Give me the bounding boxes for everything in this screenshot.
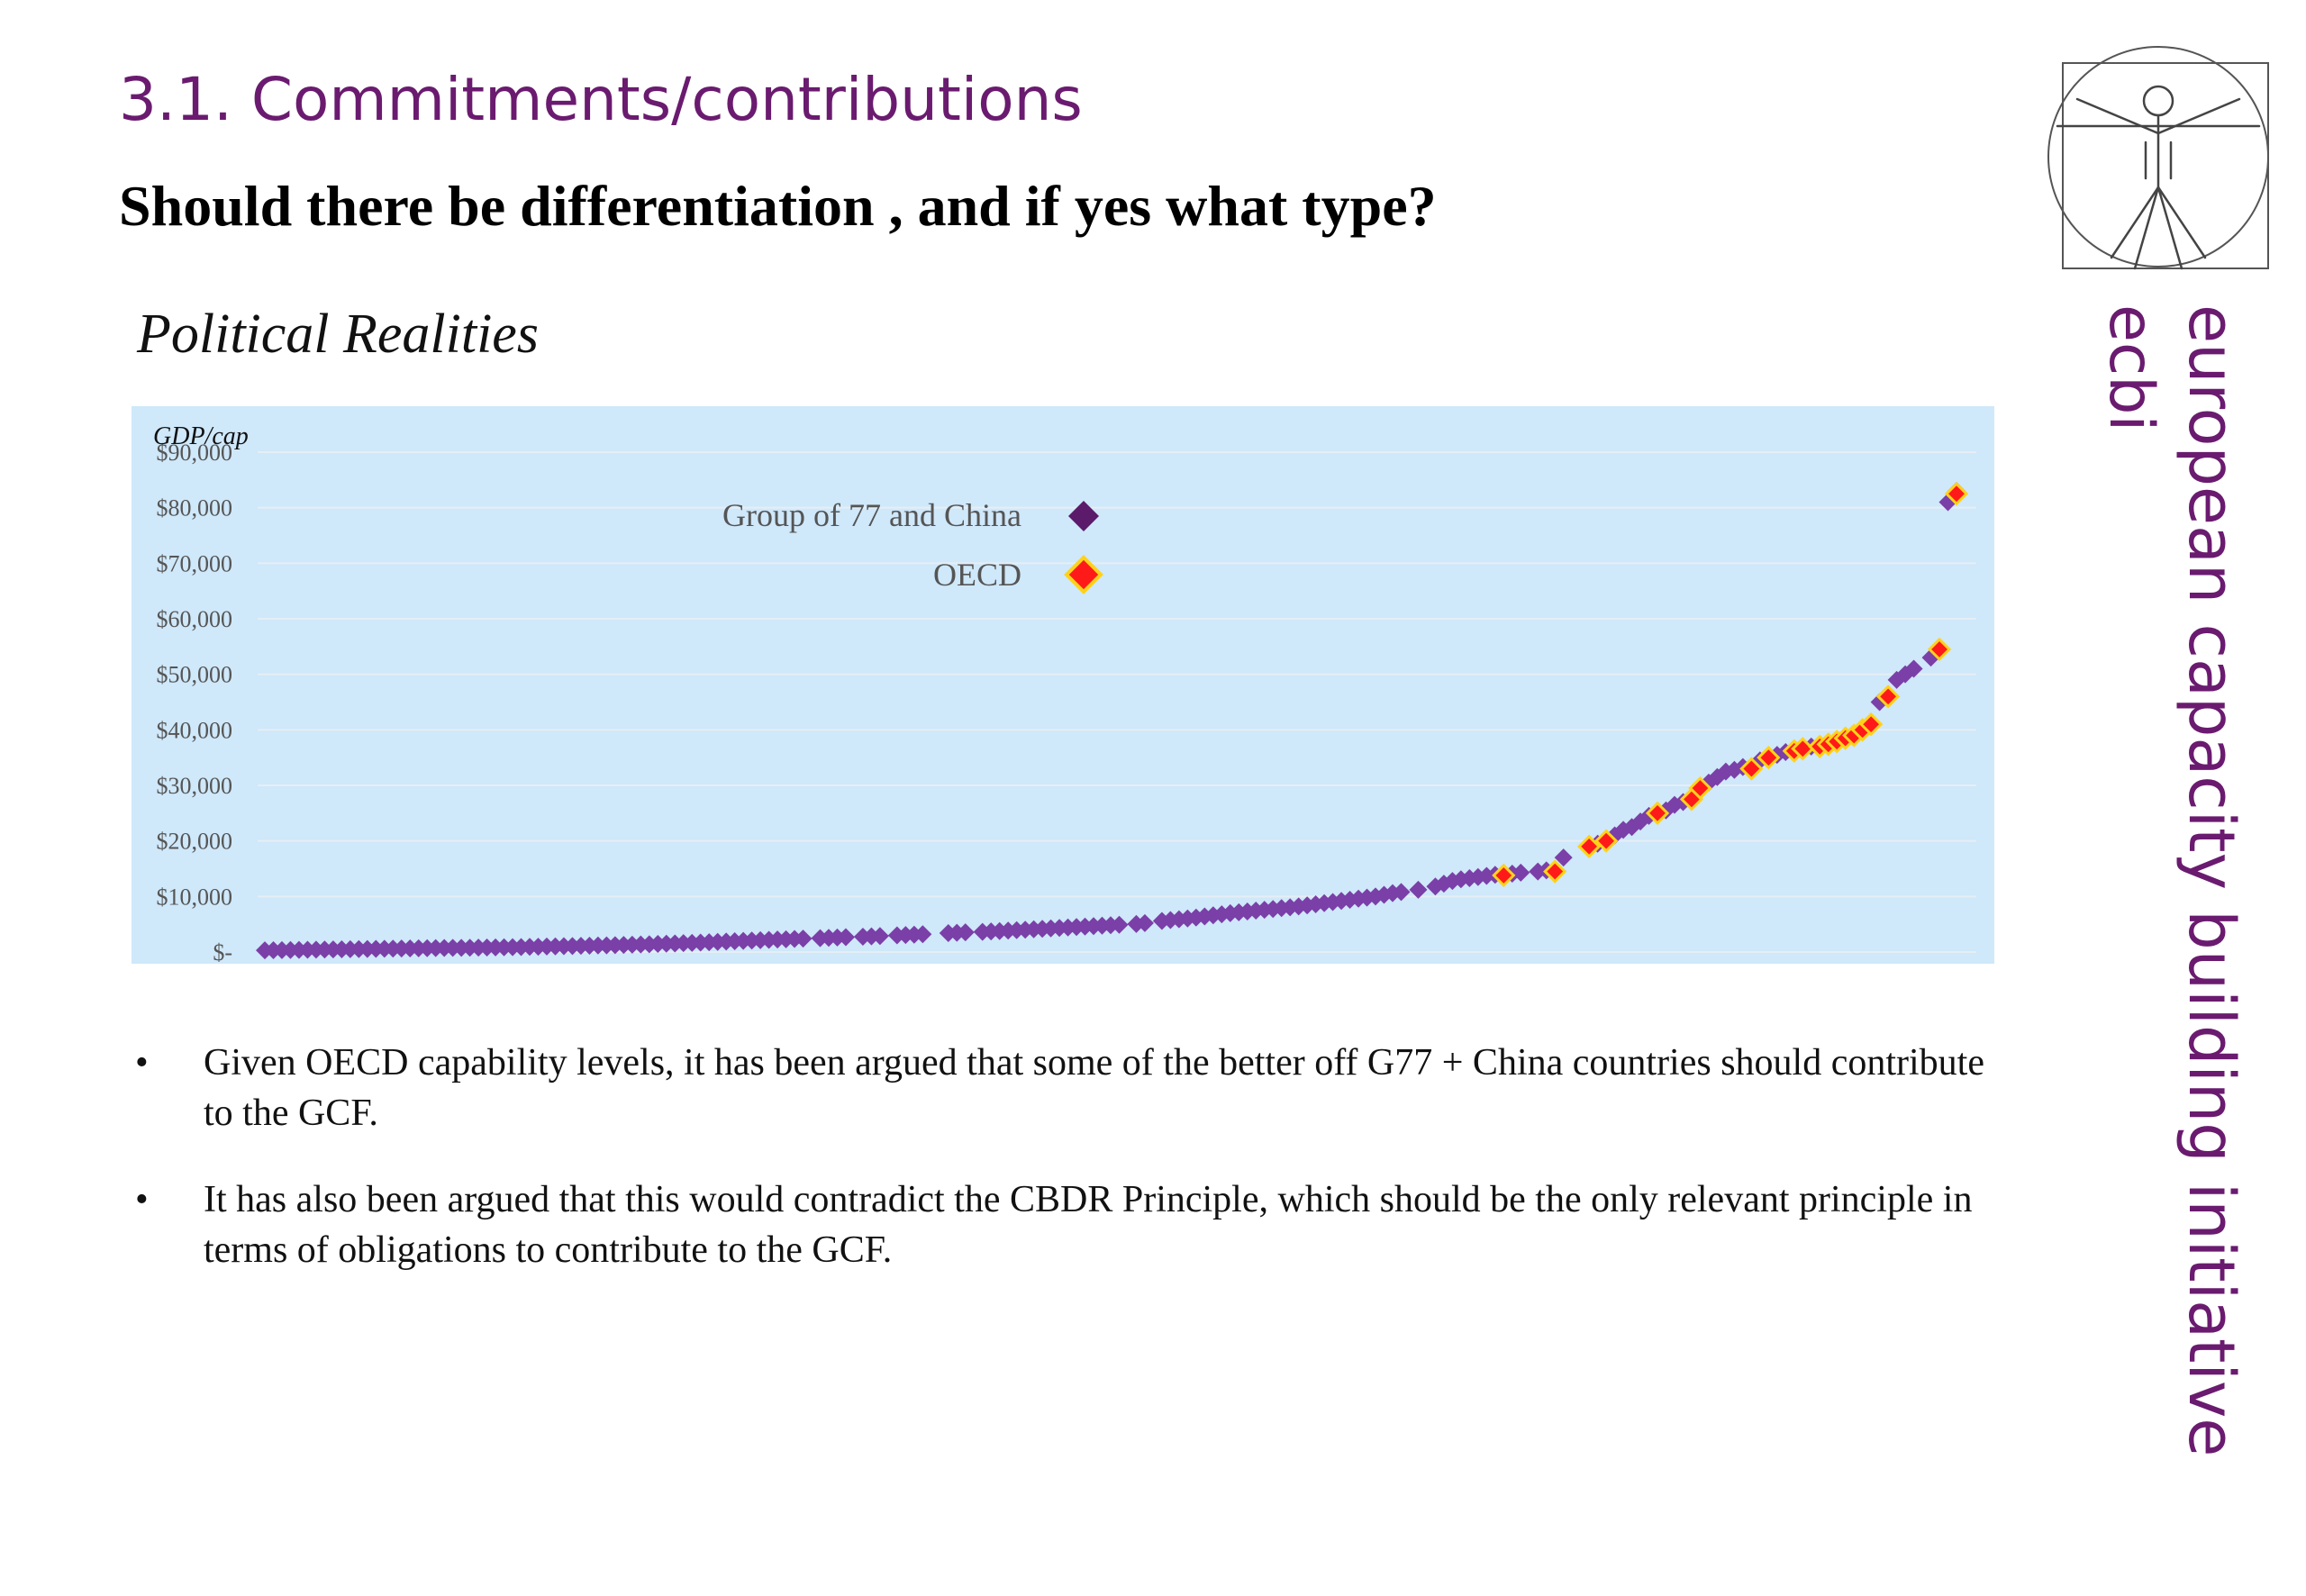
y-axis-label: GDP/cap xyxy=(153,422,249,450)
data-point-g77 xyxy=(1135,913,1154,932)
data-point-oecd xyxy=(1688,775,1712,801)
data-point-g77 xyxy=(794,929,813,948)
y-tick-label: $30,000 xyxy=(157,773,233,799)
data-point-g77 xyxy=(913,925,932,944)
y-tick-label: $80,000 xyxy=(157,495,233,521)
legend-label-oecd: OECD xyxy=(933,557,1021,593)
legend: Group of 77 and China OECD xyxy=(722,497,1103,594)
data-point-oecd xyxy=(1593,829,1619,853)
data-point-g77 xyxy=(956,923,975,942)
gdp-per-capita-chart: $- $10,000 $20,000 $30,000 $40,000 $50,000 $60… xyxy=(132,406,1994,964)
vitruvian-man-icon xyxy=(2041,43,2275,277)
data-point-g77 xyxy=(1392,883,1411,902)
section-heading: Political Realities xyxy=(137,304,539,365)
data-point-g77 xyxy=(1409,880,1428,899)
chart-svg: $- $10,000 $20,000 $30,000 $40,000 $50,000 $60… xyxy=(153,422,1976,964)
vertical-organization-name: european capacity building initiative ec… xyxy=(2090,304,2248,1475)
gridlines xyxy=(258,451,1976,953)
y-tick-label: $10,000 xyxy=(157,884,233,910)
bullet-dot: • xyxy=(135,1179,149,1220)
data-point-g77 xyxy=(836,928,855,947)
y-tick-label: $40,000 xyxy=(157,717,233,743)
data-point-oecd xyxy=(1543,859,1567,884)
legend-marker-g77 xyxy=(1068,501,1099,531)
data-point-g77 xyxy=(1921,648,1940,667)
data-point-g77 xyxy=(1554,848,1573,867)
data-point-oecd xyxy=(1757,746,1781,770)
bullet-list: • Given OECD capability levels, it has b… xyxy=(132,1038,2014,1311)
data-point-oecd xyxy=(1875,685,1901,709)
organization-acronym: ecbi xyxy=(2095,304,2166,432)
data-point-oecd xyxy=(1645,801,1670,825)
y-tick-label: $90,000 xyxy=(157,440,233,466)
data-point-oecd xyxy=(1492,863,1516,888)
bullet-item-1: • Given OECD capability levels, it has b… xyxy=(132,1038,2014,1138)
y-tick-labels: $- $10,000 $20,000 $30,000 $40,000 $50,000 $60… xyxy=(157,440,233,964)
bullet-text-1: Given OECD capability levels, it has bee… xyxy=(204,1042,1984,1134)
slide-title: 3.1. Commitments/contributions xyxy=(119,65,1083,134)
data-points xyxy=(256,482,1969,960)
data-point-g77 xyxy=(1110,915,1129,934)
organization-full-name: european capacity building initiative xyxy=(2174,304,2248,1457)
y-tick-label: $60,000 xyxy=(157,606,233,632)
question-heading: Should there be differentiation , and if… xyxy=(119,174,1437,238)
bullet-item-2: • It has also been argued that this woul… xyxy=(132,1174,2014,1275)
bullet-text-2: It has also been argued that this would … xyxy=(204,1179,1973,1271)
data-point-g77 xyxy=(1512,863,1530,882)
bullet-dot: • xyxy=(135,1042,149,1084)
data-point-oecd xyxy=(1577,834,1602,858)
data-point-oecd xyxy=(1739,757,1764,781)
y-tick-label: $- xyxy=(213,939,232,964)
y-tick-label: $50,000 xyxy=(157,662,233,688)
y-tick-label: $20,000 xyxy=(157,829,233,855)
legend-marker-oecd xyxy=(1064,555,1103,594)
y-tick-label: $70,000 xyxy=(157,550,233,576)
data-point-oecd xyxy=(1859,712,1884,737)
data-point-g77 xyxy=(870,927,889,946)
legend-label-g77: Group of 77 and China xyxy=(722,497,1021,533)
data-point-oecd xyxy=(1944,482,1969,506)
data-point-g77 xyxy=(1904,659,1923,678)
data-point-oecd xyxy=(1927,637,1952,662)
